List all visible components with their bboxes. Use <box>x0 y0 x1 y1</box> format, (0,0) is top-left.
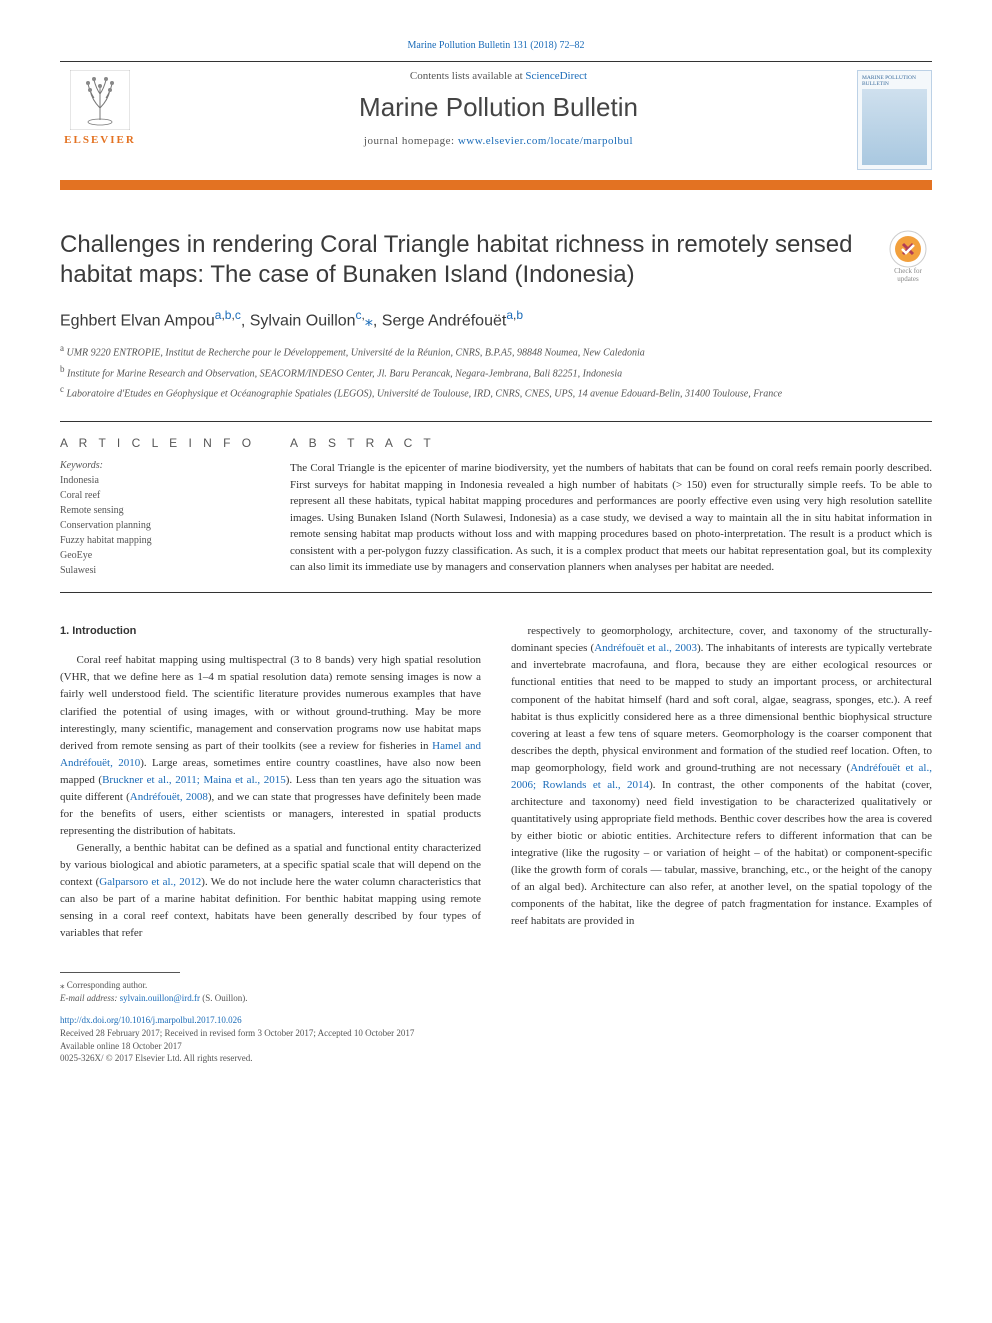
contents-line: Contents lists available at ScienceDirec… <box>160 70 837 82</box>
publisher-logo: ELSEVIER <box>60 70 140 146</box>
body-paragraph: respectively to geomorphology, architect… <box>511 623 932 930</box>
brand-accent-bar <box>60 180 932 190</box>
citation-link[interactable]: Andréfouët et al., 2003 <box>594 642 697 654</box>
keyword: GeoEye <box>60 548 260 563</box>
intro-heading: 1. Introduction <box>60 623 481 640</box>
keywords-label: Keywords: <box>60 460 260 471</box>
citation-link[interactable]: ⁎ <box>365 312 373 329</box>
body-paragraph: Coral reef habitat mapping using multisp… <box>60 652 481 840</box>
received-line: Received 28 February 2017; Received in r… <box>60 1027 932 1040</box>
keyword: Conservation planning <box>60 518 260 533</box>
body-column-right: respectively to geomorphology, architect… <box>511 623 932 942</box>
affiliation: c Laboratoire d'Etudes en Géophysique et… <box>60 383 932 401</box>
journal-cover-thumbnail: MARINE POLLUTION BULLETIN <box>857 70 932 170</box>
corresponding-email-link[interactable]: sylvain.ouillon@ird.fr <box>120 993 200 1003</box>
check-updates-badge[interactable]: Check for updates <box>884 230 932 283</box>
citation-link[interactable]: Galparsoro et al., 2012 <box>99 876 201 888</box>
divider <box>60 592 932 593</box>
body-paragraph: Generally, a benthic habitat can be defi… <box>60 840 481 942</box>
citation-link[interactable]: a <box>215 308 222 322</box>
available-line: Available online 18 October 2017 <box>60 1040 932 1053</box>
keyword: Indonesia <box>60 473 260 488</box>
keyword: Sulawesi <box>60 563 260 578</box>
body-columns: 1. Introduction Coral reef habitat mappi… <box>60 623 932 942</box>
keyword: Remote sensing <box>60 503 260 518</box>
affiliation: b Institute for Marine Research and Obse… <box>60 363 932 381</box>
keyword: Coral reef <box>60 488 260 503</box>
keywords-list: IndonesiaCoral reefRemote sensingConserv… <box>60 473 260 578</box>
corresponding-author-footnote: ⁎ Corresponding author. E-mail address: … <box>60 979 932 1004</box>
elsevier-tree-icon <box>70 70 130 130</box>
citation-link[interactable]: Hamel and Andréfouët, 2010 <box>60 740 481 769</box>
divider <box>60 421 932 422</box>
article-title: Challenges in rendering Coral Triangle h… <box>60 230 864 290</box>
crossmark-icon <box>889 230 927 268</box>
authors-line: Eghbert Elvan Ampoua,b,c, Sylvain Ouillo… <box>60 308 932 330</box>
issue-citation: Marine Pollution Bulletin 131 (2018) 72–… <box>60 40 932 51</box>
citation-link[interactable]: b <box>225 308 232 322</box>
article-info-label: A R T I C L E I N F O <box>60 436 260 450</box>
copyright-line: 0025-326X/ © 2017 Elsevier Ltd. All righ… <box>60 1052 932 1065</box>
affiliations: a UMR 9220 ENTROPIE, Institut de Recherc… <box>60 342 932 401</box>
citation-link[interactable]: Andréfouët et al., 2006; Rowlands et al.… <box>511 762 932 791</box>
journal-homepage-link[interactable]: www.elsevier.com/locate/marpolbul <box>458 135 633 147</box>
body-column-left: 1. Introduction Coral reef habitat mappi… <box>60 623 481 942</box>
citation-link[interactable]: c <box>356 308 362 322</box>
journal-title: Marine Pollution Bulletin <box>160 92 837 123</box>
citation-link[interactable]: Bruckner et al., 2011; Maina et al., 201… <box>102 774 286 786</box>
journal-homepage-line: journal homepage: www.elsevier.com/locat… <box>160 135 837 147</box>
citation-link[interactable]: c <box>235 308 241 322</box>
doi-link[interactable]: http://dx.doi.org/10.1016/j.marpolbul.20… <box>60 1015 242 1025</box>
citation-link[interactable]: Andréfouët, 2008 <box>130 791 208 803</box>
masthead: ELSEVIER Contents lists available at Sci… <box>60 61 932 170</box>
issue-citation-link[interactable]: Marine Pollution Bulletin 131 (2018) 72–… <box>408 40 585 51</box>
sciencedirect-link[interactable]: ScienceDirect <box>525 70 587 82</box>
affiliation: a UMR 9220 ENTROPIE, Institut de Recherc… <box>60 342 932 360</box>
article-footer: http://dx.doi.org/10.1016/j.marpolbul.20… <box>60 1014 932 1064</box>
citation-link[interactable]: a <box>506 308 513 322</box>
abstract-label: A B S T R A C T <box>290 436 932 450</box>
citation-link[interactable]: b <box>516 308 523 322</box>
footnote-divider <box>60 972 180 973</box>
publisher-name: ELSEVIER <box>64 134 136 146</box>
keyword: Fuzzy habitat mapping <box>60 533 260 548</box>
abstract-text: The Coral Triangle is the epicenter of m… <box>290 460 932 576</box>
